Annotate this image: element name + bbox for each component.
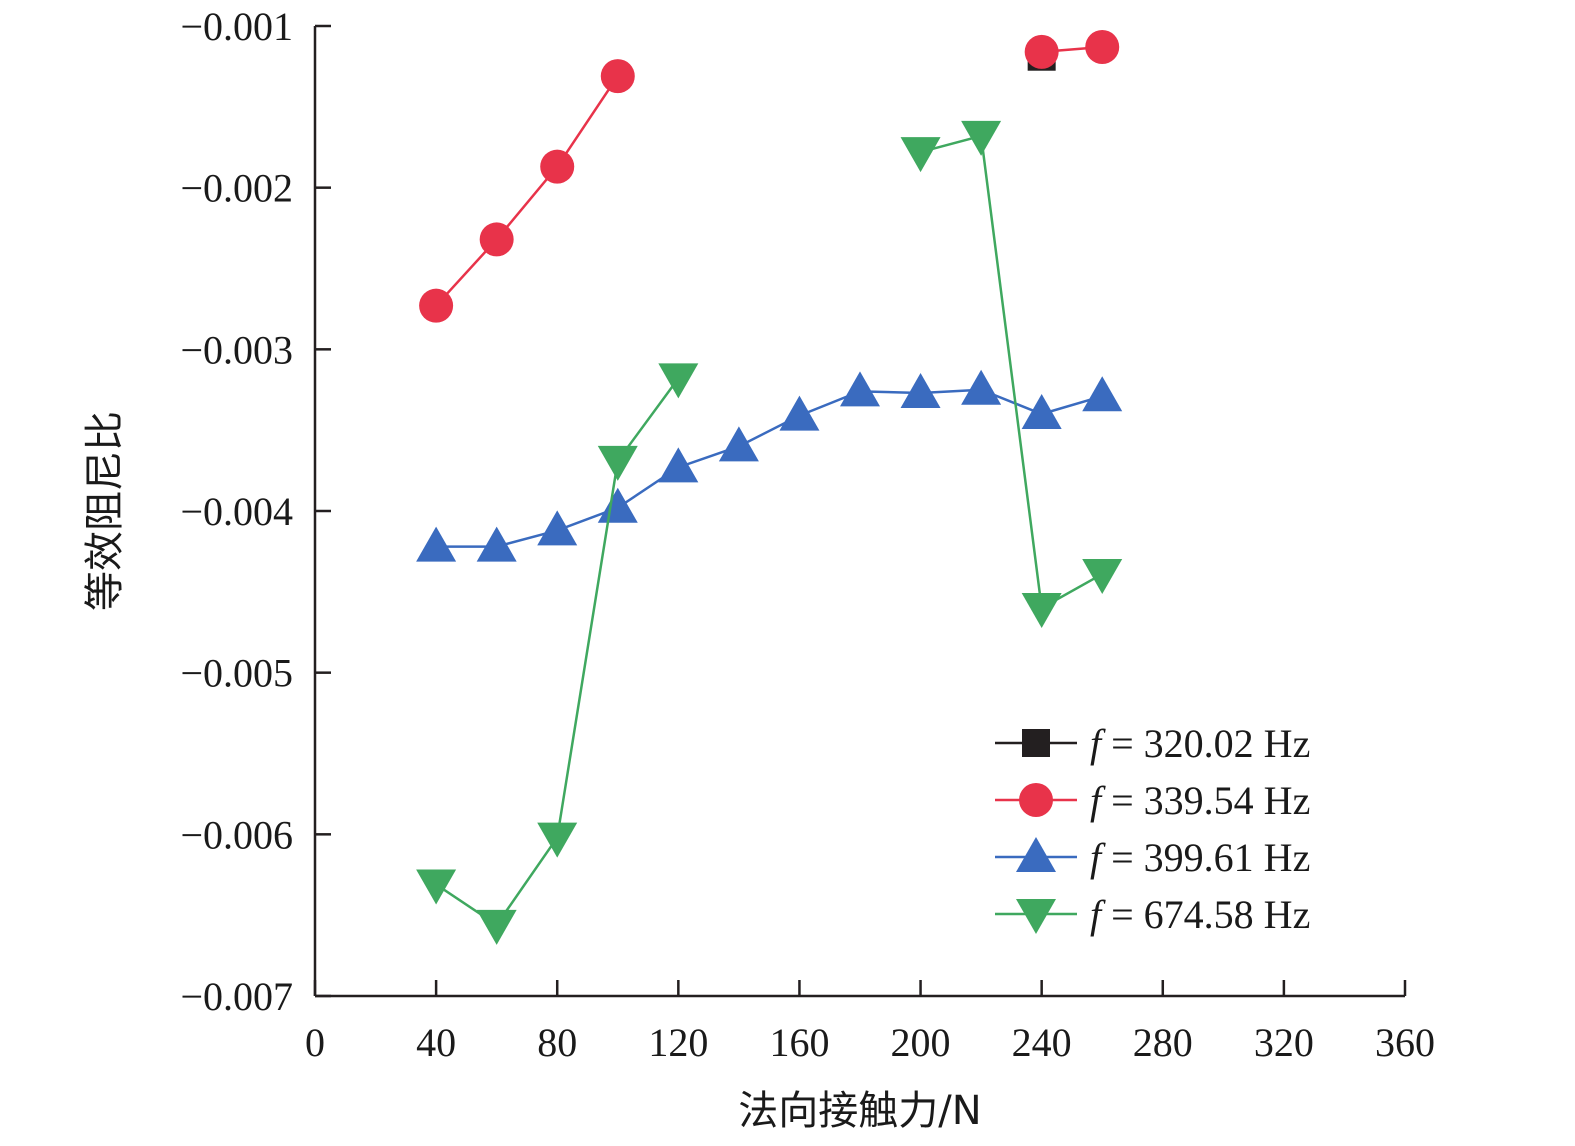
legend-marker <box>1019 783 1053 817</box>
x-tick-label: 320 <box>1254 1020 1314 1065</box>
legend: f = 320.02 Hz f = 339.54 Hz f = 399.61 Hz f… <box>995 721 1310 937</box>
series-3 <box>416 369 1123 562</box>
legend-marker <box>1022 729 1050 757</box>
data-point <box>537 822 578 858</box>
y-tick-label: −0.003 <box>180 327 293 372</box>
legend-marker <box>1016 837 1056 872</box>
x-tick-label: 200 <box>891 1020 951 1065</box>
data-point <box>1024 34 1059 69</box>
y-axis-title: 等效阻尼比 <box>82 411 128 611</box>
series-line <box>435 75 619 307</box>
data-point <box>600 59 635 94</box>
x-tick-label: 360 <box>1375 1020 1435 1065</box>
y-tick-label: −0.001 <box>180 4 293 49</box>
data-point <box>537 510 578 546</box>
legend-item-1: f = 320.02 Hz <box>995 721 1310 766</box>
legend-marker <box>1016 899 1056 934</box>
y-tick-label: −0.005 <box>180 651 293 696</box>
data-point <box>416 869 457 905</box>
data-point <box>779 395 820 431</box>
data-point <box>961 369 1002 405</box>
series-2 <box>419 30 1120 323</box>
x-tick-label: 280 <box>1133 1020 1193 1065</box>
legend-item-2: f = 339.54 Hz <box>995 778 1310 823</box>
data-point <box>658 363 699 399</box>
legend-item-3: f = 399.61 Hz <box>995 835 1310 880</box>
series-line <box>920 134 1103 610</box>
data-point <box>419 288 454 323</box>
data-point <box>1021 394 1062 429</box>
data-point <box>1082 559 1123 595</box>
y-tick-label: −0.006 <box>180 812 293 857</box>
x-tick-label: 240 <box>1012 1020 1072 1065</box>
data-point <box>479 222 514 257</box>
data-point <box>416 526 457 562</box>
plot-area <box>416 30 1123 945</box>
data-point <box>540 149 575 184</box>
data-point <box>597 487 638 523</box>
legend-label: f = 339.54 Hz <box>1090 778 1310 823</box>
x-tick-label: 40 <box>416 1020 456 1065</box>
data-point <box>961 120 1002 156</box>
axes: 0 40 80 120 160 200 240 280 320 360 −0.001 −0.002 −0… <box>180 4 1435 1065</box>
x-tick-label: 160 <box>769 1020 829 1065</box>
data-point <box>1021 593 1062 628</box>
data-point <box>476 909 517 945</box>
data-point <box>1082 376 1123 412</box>
data-point <box>597 445 638 481</box>
data-point <box>658 447 699 483</box>
legend-label: f = 399.61 Hz <box>1090 835 1310 880</box>
legend-label: f = 674.58 Hz <box>1090 892 1310 937</box>
x-tick-label: 80 <box>537 1020 577 1065</box>
legend-item-4: f = 674.58 Hz <box>995 892 1310 937</box>
y-tick-label: −0.004 <box>180 489 293 534</box>
x-axis-title: 法向接触力/N <box>738 1088 981 1134</box>
data-point <box>718 426 759 462</box>
data-point <box>840 371 880 407</box>
x-tick-label: 120 <box>648 1020 708 1065</box>
data-point <box>900 137 941 173</box>
data-point <box>476 526 517 562</box>
x-tick-label: 0 <box>305 1020 325 1065</box>
legend-label: f = 320.02 Hz <box>1090 721 1310 766</box>
data-point <box>900 372 941 408</box>
series-4 <box>416 120 1123 945</box>
y-tick-label: −0.007 <box>180 974 293 1019</box>
series-line <box>436 388 1103 548</box>
y-tick-label: −0.002 <box>180 166 293 211</box>
data-point <box>1085 30 1120 65</box>
